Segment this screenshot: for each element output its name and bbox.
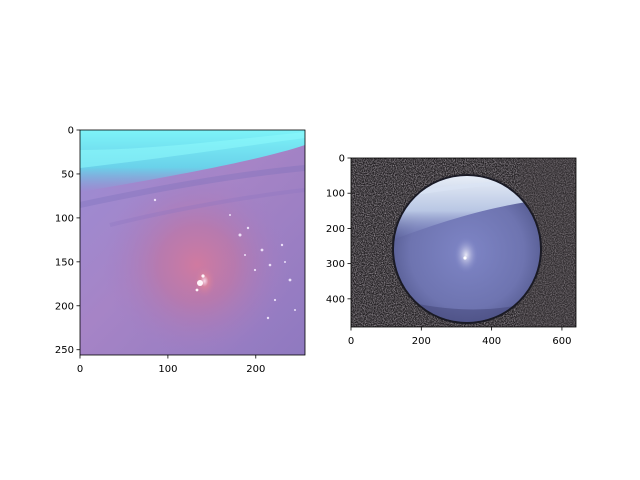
left-y-tick-label: 50 (61, 169, 74, 180)
right-y-ticks: 0 100 200 300 400 (326, 154, 351, 306)
right-y-tick-label: 300 (326, 259, 345, 270)
left-y-tick-label: 250 (55, 345, 74, 356)
left-x-tick-label: 200 (246, 364, 265, 375)
right-y-tick-label: 200 (326, 224, 345, 235)
right-y-tick-label: 100 (326, 189, 345, 200)
right-x-ticks: 0 200 400 600 (348, 327, 572, 347)
right-y-tick-label: 400 (326, 294, 345, 305)
right-axes: 0 200 400 600 0 100 200 300 400 (326, 154, 576, 348)
left-y-tick-label: 100 (55, 213, 74, 224)
right-x-tick-label: 0 (348, 336, 354, 347)
right-x-tick-label: 600 (552, 336, 571, 347)
left-axes: 0 100 200 0 50 100 150 200 250 (55, 126, 305, 376)
right-image (351, 158, 576, 327)
left-x-tick-label: 0 (77, 364, 83, 375)
left-x-tick-label: 100 (158, 364, 177, 375)
left-y-tick-label: 150 (55, 257, 74, 268)
left-x-ticks: 0 100 200 (77, 355, 266, 375)
right-x-tick-label: 400 (482, 336, 501, 347)
left-y-ticks: 0 50 100 150 200 250 (55, 126, 80, 357)
left-y-tick-label: 0 (68, 126, 74, 137)
left-image (80, 130, 305, 355)
left-y-tick-label: 200 (55, 301, 74, 312)
right-y-tick-label: 0 (339, 154, 345, 165)
right-x-tick-label: 200 (412, 336, 431, 347)
